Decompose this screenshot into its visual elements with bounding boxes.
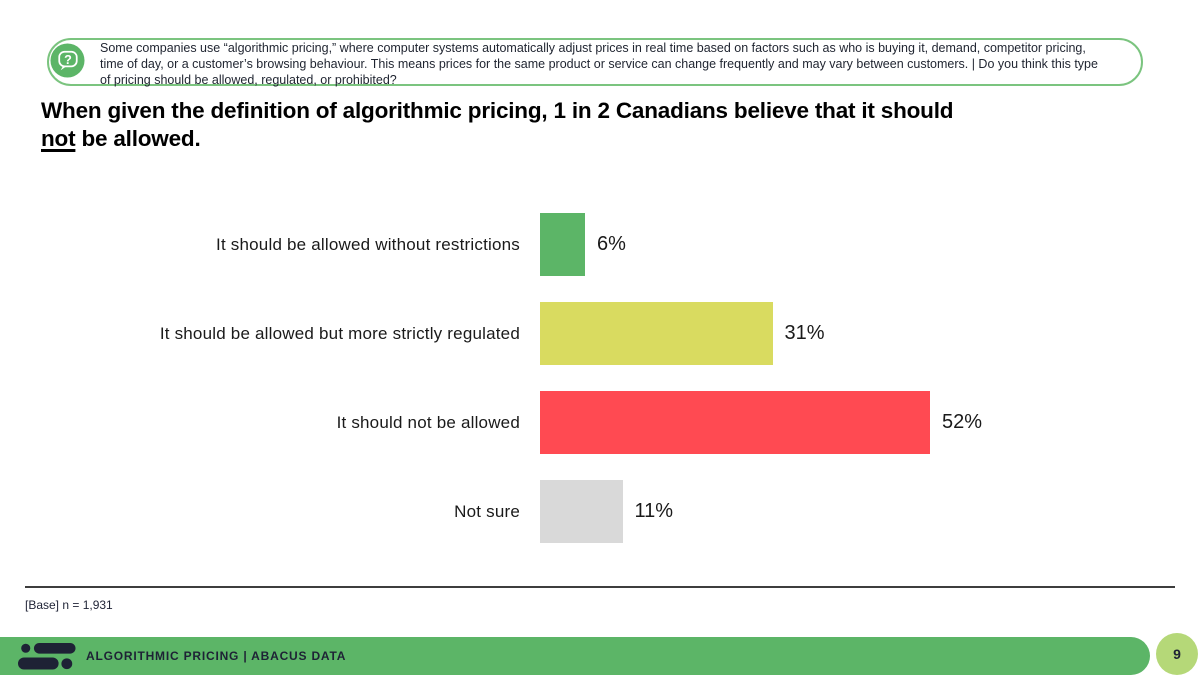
- bar: [540, 391, 930, 454]
- svg-text:?: ?: [64, 53, 72, 67]
- bar: [540, 213, 585, 276]
- base-note: [Base] n = 1,931: [25, 598, 113, 612]
- question-line: time of day, or a customer’s browsing be…: [100, 57, 1098, 71]
- bar-chart: It should be allowed without restriction…: [0, 213, 1200, 569]
- category-label: Not sure: [454, 501, 520, 521]
- chart-row: It should not be allowed 52%: [0, 391, 1200, 454]
- question-text: Some companies use “algorithmic pricing,…: [100, 40, 1160, 88]
- value-label: 52%: [942, 411, 983, 433]
- question-box: [47, 38, 1143, 86]
- title-line1: When given the definition of algorithmic…: [41, 98, 954, 123]
- category-label: It should be allowed without restriction…: [216, 234, 520, 254]
- value-label: 6%: [597, 233, 626, 255]
- category-label: It should be allowed but more strictly r…: [159, 323, 520, 343]
- divider-line: [25, 586, 1175, 588]
- value-label: 31%: [784, 322, 825, 344]
- chart-row: It should be allowed without restriction…: [0, 213, 1200, 276]
- title-underlined-word: not: [41, 126, 76, 151]
- page-title: When given the definition of algorithmic…: [41, 97, 1151, 153]
- bar: [540, 302, 773, 365]
- chart-row: Not sure 11%: [0, 480, 1200, 543]
- title-line2-rest: be allowed.: [75, 126, 201, 151]
- question-bubble-icon: ?: [50, 43, 85, 78]
- page-number-badge: 9: [1156, 633, 1198, 675]
- category-label: It should not be allowed: [336, 412, 520, 432]
- chart-row: It should be allowed but more strictly r…: [0, 302, 1200, 365]
- footer-label: ALGORITHMIC PRICING | ABACUS DATA: [86, 649, 347, 663]
- question-line: of pricing should be allowed, regulated,…: [100, 73, 397, 87]
- abacus-data-logo-icon: [18, 642, 76, 670]
- value-label: 11%: [634, 500, 674, 522]
- bar: [540, 480, 623, 543]
- footer-bar: ALGORITHMIC PRICING | ABACUS DATA: [0, 637, 1150, 675]
- question-line: Some companies use “algorithmic pricing,…: [100, 41, 1086, 55]
